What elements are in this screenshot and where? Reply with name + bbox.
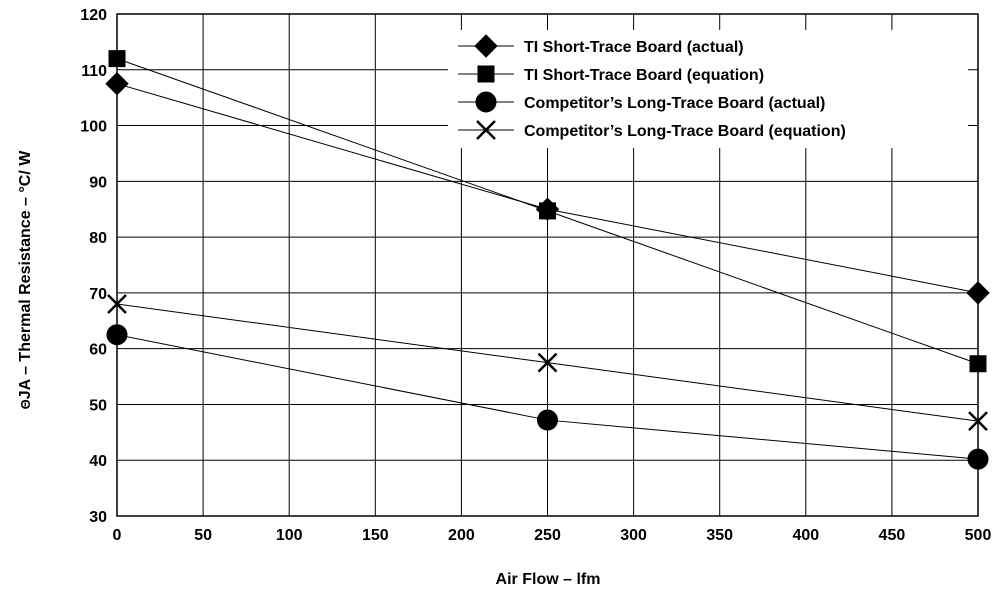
y-axis-theta-symbol: Θ xyxy=(18,399,33,409)
square-marker xyxy=(108,50,126,68)
legend-label: TI Short-Trace Board (equation) xyxy=(524,67,764,84)
y-tick-label: 60 xyxy=(89,342,107,359)
x-marker xyxy=(476,120,496,140)
legend-item: Competitor’s Long-Trace Board (equation) xyxy=(458,120,846,140)
x-marker xyxy=(107,294,127,314)
circle-marker xyxy=(106,324,128,346)
legend-background xyxy=(448,30,968,148)
square-marker xyxy=(969,355,987,373)
x-marker xyxy=(968,411,988,432)
diamond-marker xyxy=(474,34,498,58)
square-marker xyxy=(477,65,495,83)
legend-label: TI Short-Trace Board (actual) xyxy=(524,39,744,56)
data-series xyxy=(108,50,987,373)
y-tick-label: 70 xyxy=(89,286,107,303)
tick-labels: 0 50 100 150 200 250 300 350 400 450 500 30 40 50 60 70… xyxy=(80,7,991,544)
x-marker-stroke xyxy=(537,352,558,373)
x-tick-label: 400 xyxy=(792,527,819,544)
y-tick-label: 100 xyxy=(80,119,107,136)
x-tick-label: 150 xyxy=(362,527,389,544)
y-axis-title: ΘJA – Thermal Resistance – °C/ W xyxy=(17,150,34,410)
legend-label: Competitor’s Long-Trace Board (equation) xyxy=(524,123,846,140)
square-marker xyxy=(539,202,556,220)
y-tick-label: 110 xyxy=(81,63,107,80)
legend-item: TI Short-Trace Board (equation) xyxy=(458,65,764,84)
x-marker-stroke xyxy=(107,294,127,314)
diamond-marker xyxy=(105,72,129,96)
plot-area-frame xyxy=(116,13,979,517)
legend-item: Competitor’s Long-Trace Board (actual) xyxy=(458,91,825,113)
legend-label: Competitor’s Long-Trace Board (actual) xyxy=(524,95,825,112)
x-axis-title: Air Flow – lfm xyxy=(496,571,601,588)
y-tick-label: 120 xyxy=(80,7,107,24)
circle-marker xyxy=(475,91,497,113)
legend: TI Short-Trace Board (actual) TI Short-Tr… xyxy=(448,30,968,148)
x-tick-label: 0 xyxy=(113,527,122,544)
diamond-marker xyxy=(966,281,990,305)
y-tick-label: 80 xyxy=(89,230,107,247)
circle-marker xyxy=(537,409,558,431)
x-tick-label: 350 xyxy=(706,527,733,544)
x-marker-stroke xyxy=(476,120,496,140)
x-tick-label: 500 xyxy=(965,527,992,544)
x-marker xyxy=(537,352,558,373)
y-axis-title-text: JA – Thermal Resistance – °C/ W xyxy=(17,150,34,399)
data-series xyxy=(106,324,989,470)
y-tick-label: 90 xyxy=(89,174,107,191)
x-tick-label: 200 xyxy=(448,527,475,544)
x-tick-label: 100 xyxy=(276,527,303,544)
legend-item: TI Short-Trace Board (actual) xyxy=(458,34,744,58)
y-tick-label: 50 xyxy=(89,397,107,414)
y-tick-label: 30 xyxy=(89,509,107,526)
y-tick-label: 40 xyxy=(89,453,107,470)
x-tick-label: 450 xyxy=(879,527,906,544)
data-series xyxy=(107,294,988,432)
x-tick-label: 300 xyxy=(620,527,647,544)
series-group xyxy=(105,50,990,470)
x-tick-label: 50 xyxy=(194,527,212,544)
x-tick-label: 250 xyxy=(534,527,561,544)
x-marker-stroke xyxy=(968,411,988,432)
circle-marker xyxy=(967,448,989,470)
